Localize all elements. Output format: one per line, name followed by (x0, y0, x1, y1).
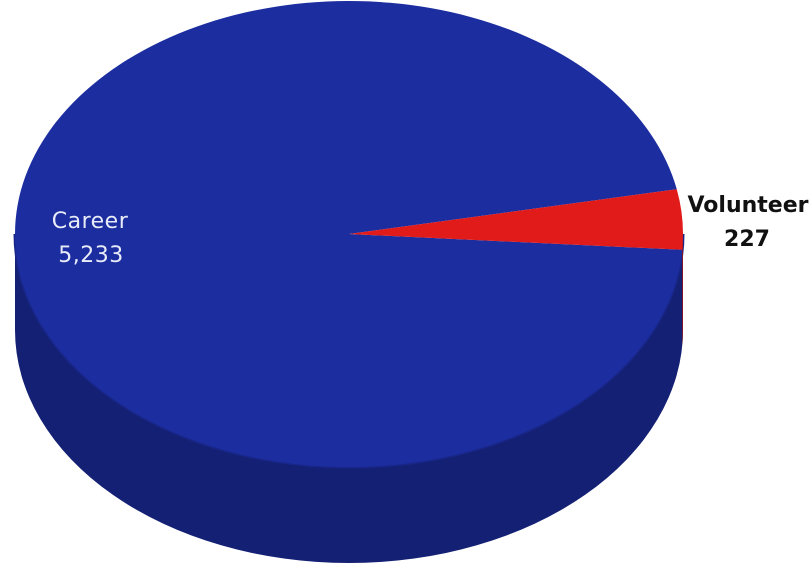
pie-slices (14, 0, 683, 467)
slice-label-volunteer-value: 227 (724, 227, 770, 252)
slice-label-volunteer-name: Volunteer (687, 193, 808, 218)
pie-slice-career (14, 0, 683, 467)
slice-label-career-name: Career (52, 209, 129, 234)
slice-label-career-value: 5,233 (58, 243, 123, 268)
pie-slice-volunteer (349, 189, 683, 250)
pie-slice-volunteer-edge (682, 234, 683, 346)
pie-side-wall (15, 234, 683, 563)
pie-labels: Career 5,233 Volunteer 227 (52, 193, 809, 268)
